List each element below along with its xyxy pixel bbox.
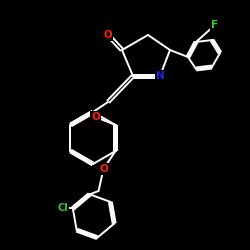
Text: Cl: Cl [58, 204, 68, 214]
Text: F: F [212, 20, 218, 30]
Text: O: O [91, 112, 100, 122]
Text: O: O [104, 30, 112, 40]
Text: O: O [99, 164, 108, 174]
Text: N: N [156, 71, 164, 81]
